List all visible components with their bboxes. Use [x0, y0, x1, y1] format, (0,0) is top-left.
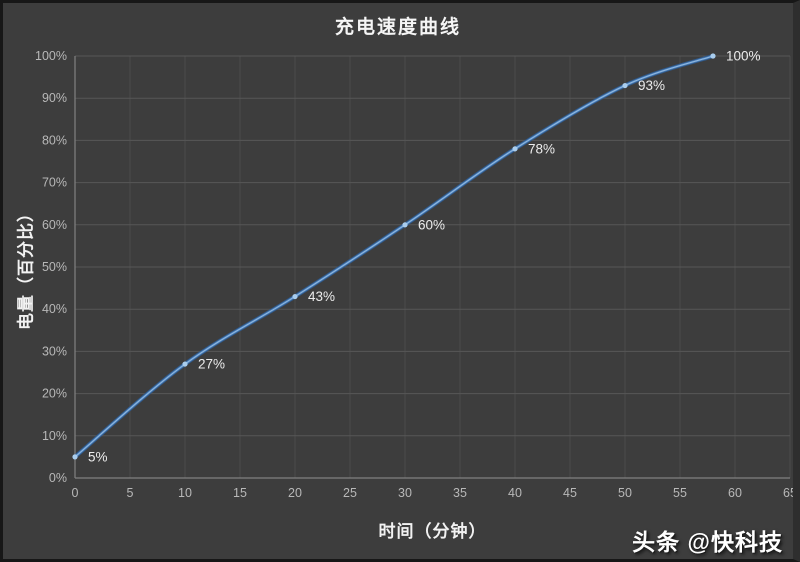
data-point-label: 5% — [88, 449, 108, 464]
charge-curve-chart: 5% 27% 43% 60% 78% 93% 100% 0 5 10 15 20 25 30 35 40 45 5… — [35, 49, 797, 501]
x-tick-label: 50 — [618, 486, 632, 500]
data-point-marker — [182, 361, 188, 367]
y-tick-label: 10% — [42, 429, 67, 443]
charge-curve-glow — [72, 53, 716, 459]
x-tick-label: 55 — [673, 486, 687, 500]
data-point-marker — [72, 454, 78, 460]
x-tick-label: 45 — [563, 486, 577, 500]
x-tick-label: 15 — [233, 486, 247, 500]
data-point-marker — [292, 293, 298, 300]
data-point-label: 78% — [528, 141, 555, 156]
y-tick-label: 0% — [49, 471, 67, 485]
data-point-label: 100% — [726, 49, 761, 64]
data-point-marker — [710, 53, 716, 59]
x-tick-label: 40 — [508, 486, 522, 500]
x-tick-label: 30 — [398, 486, 412, 500]
y-tick-label: 50% — [42, 260, 67, 274]
data-point-label: 27% — [198, 357, 225, 372]
y-tick-label: 30% — [42, 344, 67, 358]
data-point-marker — [622, 82, 628, 89]
x-tick-label: 0 — [72, 486, 79, 500]
x-tick-label: 25 — [343, 486, 357, 500]
data-point-marker — [512, 146, 518, 152]
chart-title: 充电速度曲线 — [334, 17, 461, 38]
x-axis-title: 时间（分钟） — [378, 522, 487, 541]
x-tick-label: 5 — [127, 486, 134, 500]
data-point-label: 43% — [308, 289, 335, 304]
x-tick-label: 65 — [783, 486, 797, 500]
y-tick-label: 100% — [35, 49, 67, 63]
y-tick-label: 90% — [42, 91, 67, 105]
y-axis-title: 电量（百分比） — [16, 204, 36, 330]
x-tick-label: 10 — [178, 486, 192, 500]
charge-curve — [73, 54, 715, 459]
data-point-label: 60% — [418, 217, 445, 232]
data-point-marker — [402, 222, 408, 228]
data-point-label: 93% — [638, 78, 665, 93]
x-tick-label: 35 — [453, 486, 467, 500]
y-tick-label: 80% — [42, 133, 67, 147]
x-tick-label: 60 — [728, 486, 742, 500]
x-tick-label: 20 — [288, 486, 302, 500]
charge-curve-highlight — [74, 55, 714, 458]
y-tick-label: 60% — [42, 218, 67, 232]
y-tick-label: 20% — [42, 387, 67, 401]
y-tick-label: 70% — [42, 176, 67, 190]
watermark: 头条 @快科技 — [632, 529, 783, 555]
y-tick-label: 40% — [42, 302, 67, 316]
